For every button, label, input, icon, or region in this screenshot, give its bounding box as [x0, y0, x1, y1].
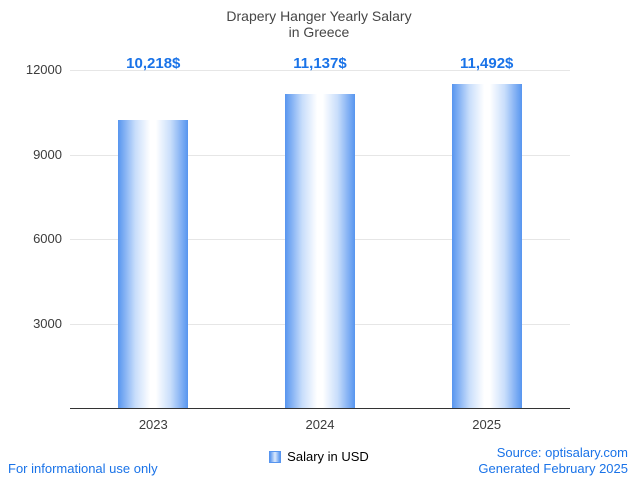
- bar-2023[interactable]: [118, 120, 189, 408]
- legend: Salary in USD: [0, 449, 638, 464]
- y-axis-tick-label: 3000: [33, 315, 62, 331]
- bar-value-label: 10,218$: [126, 55, 181, 72]
- bar-value-label: 11,492$: [459, 55, 514, 72]
- y-axis-tick-label: 9000: [33, 146, 62, 162]
- generated-text: Generated February 2025: [478, 461, 628, 476]
- gridline: [70, 70, 570, 71]
- source-block: Source: optisalary.com Generated Februar…: [478, 445, 628, 477]
- legend-color-swatch: [269, 450, 282, 463]
- disclaimer-text: For informational use only: [8, 461, 158, 476]
- y-axis-tick-label: 12000: [25, 62, 62, 77]
- x-axis-tick-label: 2023: [138, 417, 168, 432]
- x-axis-tick-label: 2024: [305, 417, 335, 432]
- bar-value-label: 11,137$: [293, 55, 347, 72]
- bar-2024[interactable]: [285, 94, 355, 408]
- legend-label: Salary in USD: [287, 449, 369, 464]
- source-link[interactable]: Source: optisalary.com: [496, 445, 628, 460]
- y-axis-tick-label: 6000: [33, 231, 62, 246]
- bar-2025[interactable]: [451, 84, 522, 408]
- plot-area: [70, 70, 570, 409]
- chart-title: Drapery Hanger Yearly Salary in Greece: [226, 8, 412, 40]
- x-axis-tick-label: 2025: [472, 417, 502, 432]
